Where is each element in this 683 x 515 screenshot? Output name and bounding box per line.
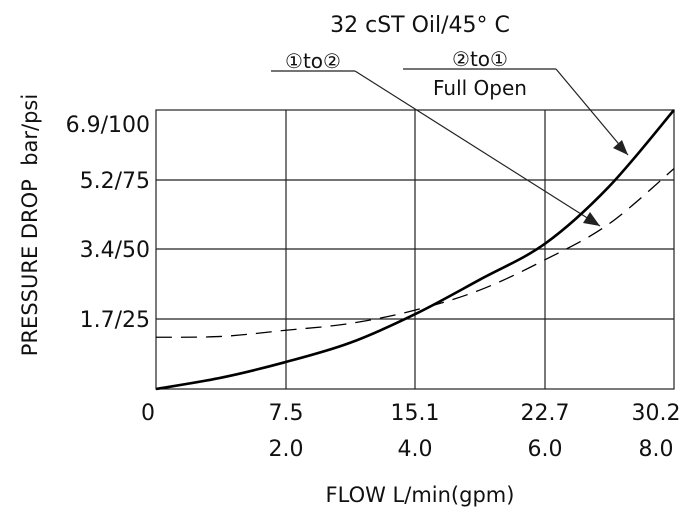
x-tick-label: 30.2: [632, 401, 681, 426]
y-tick-label: 3.4/50: [80, 238, 150, 263]
x-tick-label: 15.1: [391, 401, 440, 426]
y-tick-label: 5.2/75: [80, 169, 150, 194]
x-axis-label: FLOW L/min(gpm): [326, 483, 515, 507]
y-tick-label: 6.9/100: [66, 113, 150, 138]
leader-lines: [271, 68, 629, 227]
x-tick-label: 0: [141, 401, 155, 426]
x-tick-label: 7.5: [269, 401, 304, 426]
series-line-full-open: [155, 109, 675, 391]
x-tick-label-gpm: 4.0: [398, 437, 433, 462]
legend-sublabel-solid: Full Open: [433, 76, 527, 100]
chart-title: 32 cST Oil/45° C: [330, 13, 510, 38]
x-tick-label: 22.7: [521, 401, 570, 426]
legend-label-solid: ②to①: [452, 47, 508, 71]
x-tick-label-gpm: 2.0: [269, 437, 304, 462]
grid: [155, 109, 675, 390]
x-tick-label-gpm: 6.0: [528, 437, 563, 462]
y-axis-label: PRESSURE DROP bar/psi: [18, 94, 42, 356]
y-tick-label: 1.7/25: [80, 308, 150, 333]
series-line-1to2: [155, 168, 675, 338]
x-tick-label-gpm: 8.0: [639, 437, 674, 462]
legend-label-dashed: ①to②: [285, 49, 341, 73]
